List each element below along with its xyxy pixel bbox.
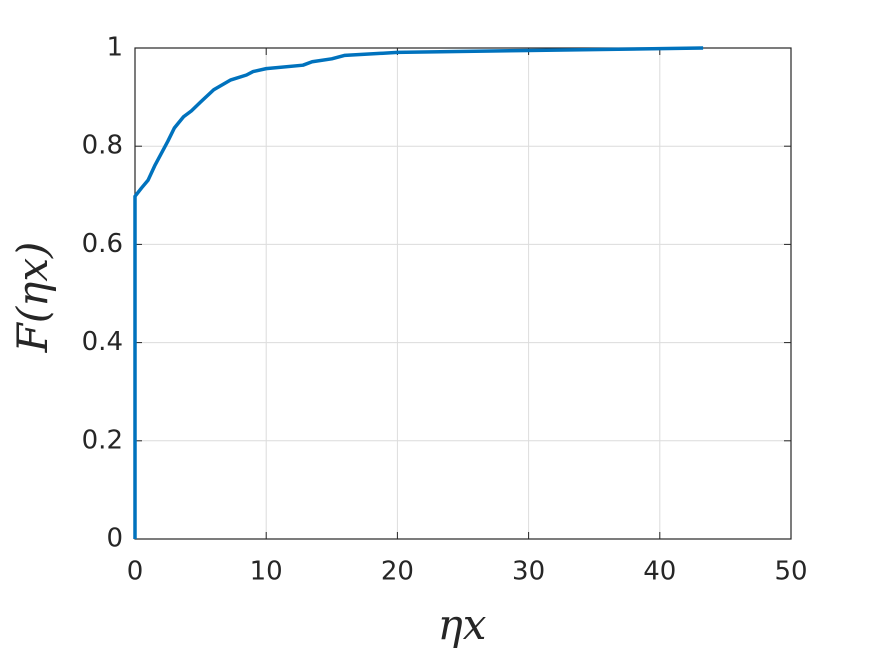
y-tick-label: 0 bbox=[106, 524, 123, 554]
x-tick-label: 10 bbox=[250, 557, 283, 587]
data-line bbox=[133, 46, 704, 539]
y-tick-label: 0.8 bbox=[82, 131, 123, 161]
x-axis-label: ηx bbox=[438, 600, 487, 649]
y-tick-label: 1 bbox=[106, 33, 123, 63]
x-tick-label: 30 bbox=[512, 557, 545, 587]
y-tick-label: 0.6 bbox=[82, 229, 123, 259]
x-tick-label: 40 bbox=[643, 557, 676, 587]
x-tick-label: 20 bbox=[381, 557, 414, 587]
y-axis-label: F(ηx) bbox=[8, 242, 57, 354]
x-tick-label: 50 bbox=[774, 557, 807, 587]
y-tick-label: 0.2 bbox=[82, 425, 123, 455]
x-tick-label: 0 bbox=[127, 557, 144, 587]
plot-frame bbox=[134, 47, 792, 540]
y-tick-label: 0.4 bbox=[82, 327, 123, 357]
